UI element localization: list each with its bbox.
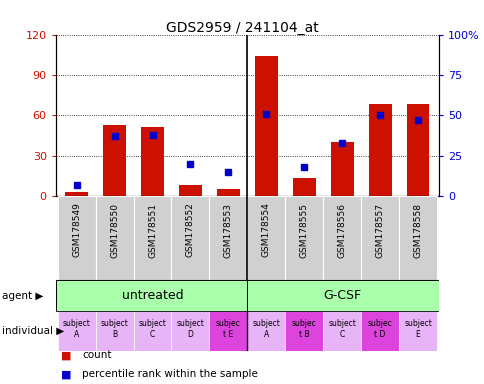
Bar: [285, 196, 322, 280]
Bar: [292, 178, 315, 196]
Text: GSM178558: GSM178558: [413, 203, 422, 258]
Bar: [209, 196, 247, 280]
Bar: [398, 196, 436, 280]
Bar: [58, 311, 95, 351]
Bar: [95, 311, 133, 351]
Bar: [368, 104, 391, 196]
Bar: [171, 311, 209, 351]
Bar: [361, 311, 398, 351]
Bar: [398, 311, 436, 351]
Text: count: count: [82, 350, 112, 360]
Bar: [330, 142, 353, 196]
Bar: [133, 196, 171, 280]
Text: GSM178552: GSM178552: [185, 203, 195, 258]
Text: subjec
t E: subjec t E: [215, 319, 240, 339]
Text: GSM178549: GSM178549: [72, 203, 81, 258]
Text: ■: ■: [60, 369, 71, 379]
Bar: [103, 125, 126, 196]
Text: agent ▶: agent ▶: [2, 291, 44, 301]
Text: GSM178554: GSM178554: [261, 203, 270, 258]
Text: subject
C: subject C: [328, 319, 355, 339]
Text: GSM178550: GSM178550: [110, 203, 119, 258]
Bar: [65, 192, 88, 196]
Bar: [361, 196, 398, 280]
Bar: [322, 196, 361, 280]
Bar: [322, 311, 361, 351]
Bar: [95, 196, 133, 280]
Bar: [141, 127, 164, 196]
Bar: [247, 280, 438, 311]
Bar: [58, 196, 95, 280]
Bar: [133, 311, 171, 351]
Text: subject
A: subject A: [62, 319, 91, 339]
Bar: [216, 189, 239, 196]
Text: individual ▶: individual ▶: [2, 326, 64, 336]
Text: subjec
t D: subjec t D: [367, 319, 392, 339]
Bar: [179, 185, 201, 196]
Text: GDS2959 / 241104_at: GDS2959 / 241104_at: [166, 21, 318, 35]
Text: G-CSF: G-CSF: [322, 289, 361, 302]
Text: subject
A: subject A: [252, 319, 280, 339]
Text: subjec
t B: subjec t B: [291, 319, 316, 339]
Text: GSM178556: GSM178556: [337, 203, 346, 258]
Bar: [285, 311, 322, 351]
Text: GSM178553: GSM178553: [224, 203, 232, 258]
Text: GSM178555: GSM178555: [299, 203, 308, 258]
Text: untreated: untreated: [121, 289, 183, 302]
Bar: [171, 196, 209, 280]
Text: GSM178557: GSM178557: [375, 203, 384, 258]
Bar: [406, 104, 428, 196]
Text: percentile rank within the sample: percentile rank within the sample: [82, 369, 258, 379]
Bar: [247, 196, 285, 280]
Text: subject
D: subject D: [176, 319, 204, 339]
Text: ■: ■: [60, 350, 71, 360]
Text: subject
E: subject E: [403, 319, 431, 339]
Bar: [247, 311, 285, 351]
Bar: [255, 56, 277, 196]
Bar: [209, 311, 247, 351]
Text: GSM178551: GSM178551: [148, 203, 157, 258]
Bar: [56, 280, 247, 311]
Text: subject
B: subject B: [101, 319, 128, 339]
Text: subject
C: subject C: [138, 319, 166, 339]
